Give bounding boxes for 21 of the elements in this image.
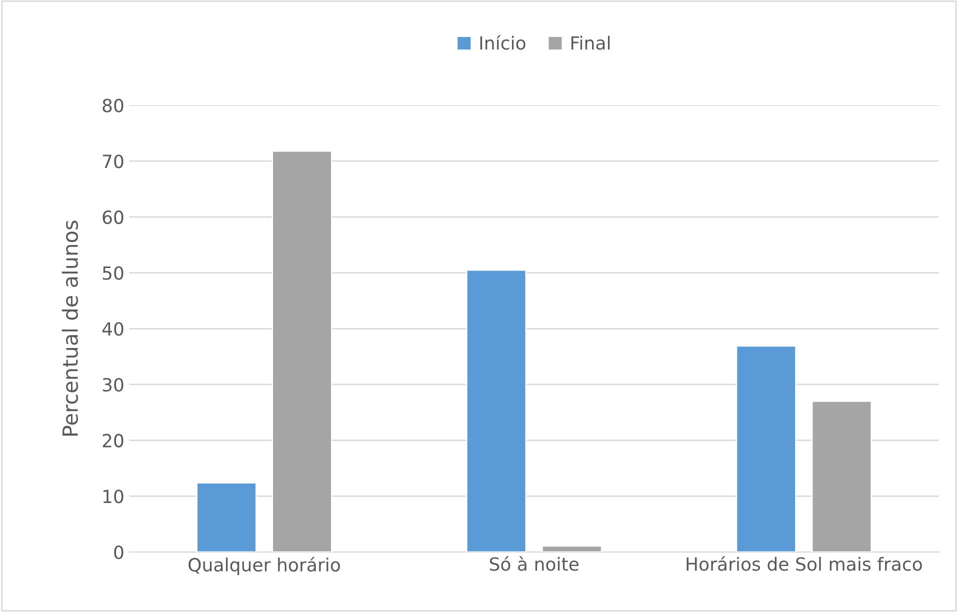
y-tick-label: 60	[102, 210, 124, 224]
legend-label: Início	[480, 35, 526, 50]
bar	[541, 545, 602, 552]
y-tick-label: 10	[103, 490, 124, 504]
y-tick-label: 0	[114, 545, 124, 560]
bar	[736, 345, 797, 552]
x-tick-label: Qualquer horário	[188, 556, 340, 576]
x-tick-label: Só à noite	[490, 556, 578, 571]
bar	[811, 400, 872, 552]
y-tick-label: 80	[102, 98, 124, 112]
y-tick-label: 30	[102, 378, 124, 392]
bar	[466, 269, 527, 552]
legend-label: Final	[571, 36, 610, 50]
y-tick-label: 20	[102, 434, 124, 448]
y-tick-label: 50	[102, 266, 124, 280]
y-axis-title: Percentual de alunos	[62, 220, 78, 436]
x-tick-label: Horários de Sol mais fraco	[686, 556, 922, 571]
y-tick-label: 70	[102, 154, 124, 168]
bar	[272, 150, 332, 552]
y-tick-label: 40	[102, 322, 124, 336]
bar	[196, 482, 257, 552]
